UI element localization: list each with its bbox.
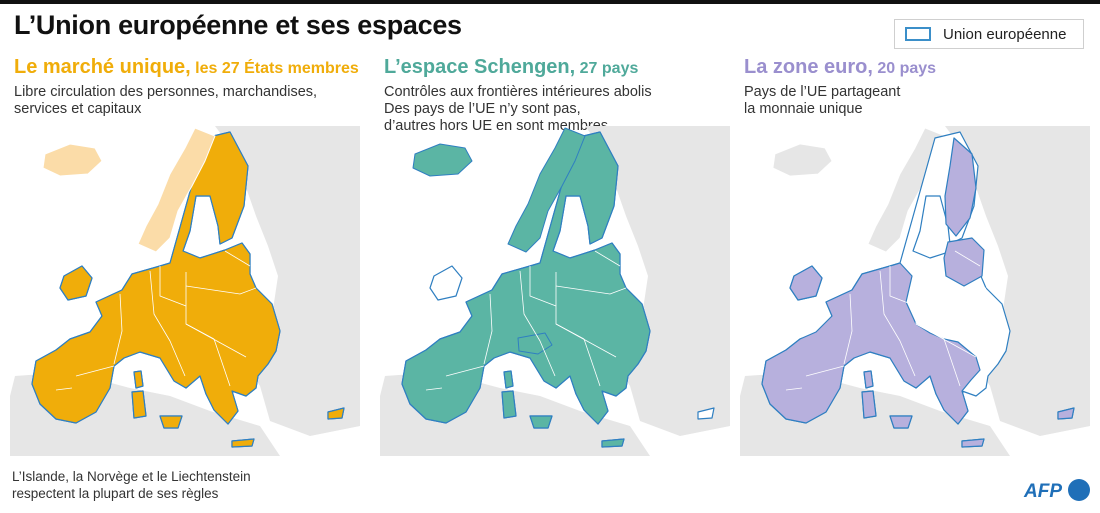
top-rule: [0, 0, 1100, 4]
map-area-baltics: [943, 237, 985, 287]
map-internal-border: [954, 250, 981, 267]
panel-title-sub: les 27 États membres: [195, 60, 359, 77]
map-area-crete: [231, 438, 255, 448]
panel-title: L’espace Schengen, 27 pays: [384, 56, 638, 79]
map-internal-border: [889, 266, 917, 307]
panel-title-sub: 20 pays: [877, 60, 937, 77]
map-associated-norway: [507, 127, 586, 253]
map-internal-border: [594, 250, 621, 267]
schengen-map: [380, 126, 730, 456]
panel-description-line: d’autres hors UE en sont membres: [384, 118, 609, 134]
map-area-crete: [601, 438, 625, 448]
panel-description: Libre circulation des personnes, marchan…: [14, 84, 354, 118]
map-background-land: [740, 126, 1090, 456]
map-internal-border: [55, 387, 73, 391]
map-internal-border: [159, 266, 187, 307]
afp-logo: AFP: [1024, 479, 1092, 505]
map-internal-border: [483, 293, 493, 365]
map-area-sicily: [529, 415, 553, 429]
afp-logo-text: AFP: [1024, 481, 1062, 502]
map-associated-iceland: [42, 143, 103, 177]
footnote: L’Islande, la Norvège et le Liechtenstei…: [12, 468, 251, 502]
panel-title-main: L’espace Schengen,: [384, 56, 576, 78]
map-internal-border: [943, 338, 961, 387]
panel-description-line: services et capitaux: [14, 101, 142, 117]
panel-title-main: La zone euro,: [744, 56, 873, 78]
map-area-crete: [961, 438, 985, 448]
panel-description-line: Libre circulation des personnes, marchan…: [14, 84, 318, 100]
page-title: L’Union européenne et ses espaces: [14, 10, 462, 40]
map-internal-border: [915, 285, 987, 295]
legend-label: Union européenne: [943, 26, 1067, 43]
map-internal-border: [583, 338, 601, 387]
map-internal-border: [805, 365, 845, 377]
map-internal-border: [785, 387, 803, 391]
afp-logo-dot: [1068, 479, 1090, 501]
map-area-corsica: [863, 370, 874, 389]
map-associated-iceland: [412, 143, 473, 177]
legend: Union européenne: [894, 19, 1084, 49]
panel-description: Contrôles aux frontières intérieures abo…: [384, 84, 724, 135]
footnote-line: respectent la plupart de ses règles: [12, 486, 219, 501]
panel-description-line: la monnaie unique: [744, 101, 863, 117]
panel-description-line: Pays de l’UE partageant: [744, 84, 901, 100]
panel-title-main: Le marché unique,: [14, 56, 191, 78]
map-background-land: [380, 126, 730, 456]
map-internal-border: [843, 293, 853, 365]
map-internal-border: [519, 270, 556, 377]
panel-title: La zone euro, 20 pays: [744, 56, 936, 79]
panel-description-line: Des pays de l’UE n’y sont pas,: [384, 101, 581, 117]
map-internal-border: [915, 323, 977, 358]
map-area-cyprus: [1057, 407, 1075, 420]
footnote-line: L’Islande, la Norvège et le Liechtenstei…: [12, 469, 251, 484]
panel-single-market: Le marché unique, les 27 États membres L…: [10, 56, 360, 456]
map-internal-border: [75, 365, 115, 377]
map-eu-outline-cyprus: [697, 407, 715, 420]
map-area-corsica: [503, 370, 514, 389]
map-area-ireland: [59, 265, 93, 301]
map-area-finland: [944, 137, 977, 237]
map-area-sardinia: [861, 390, 877, 419]
map-area-corsica: [133, 370, 144, 389]
map-internal-border: [425, 387, 443, 391]
map-internal-border: [445, 365, 485, 377]
map-internal-border: [224, 250, 251, 267]
map-area-euro_core: [761, 262, 981, 425]
map-area-sardinia: [501, 390, 517, 419]
legend-eu-swatch: [905, 27, 931, 41]
map-eu-outline-ireland: [429, 265, 463, 301]
map-associated-norway: [137, 127, 216, 253]
map-internal-border: [555, 285, 627, 295]
panel-eurozone: La zone euro, 20 pays Pays de l’UE parta…: [740, 56, 1090, 456]
map-internal-border: [185, 285, 257, 295]
panel-title: Le marché unique, les 27 États membres: [14, 56, 359, 79]
map-land-iceland: [772, 143, 833, 177]
map-internal-border: [113, 293, 123, 365]
map-area-sardinia: [131, 390, 147, 419]
panel-schengen: L’espace Schengen, 27 pays Contrôles aux…: [380, 56, 730, 456]
map-internal-border: [149, 270, 186, 377]
eurozone-map: [740, 126, 1090, 456]
panel-description-line: Contrôles aux frontières intérieures abo…: [384, 84, 652, 100]
panel-description: Pays de l’UE partageant la monnaie uniqu…: [744, 84, 1084, 118]
map-background-land: [10, 126, 360, 456]
map-internal-border: [529, 266, 557, 307]
map-area-sicily: [889, 415, 913, 429]
panel-title-sub: 27 pays: [579, 60, 639, 77]
map-area-sicily: [159, 415, 183, 429]
map-area-ireland: [789, 265, 823, 301]
map-internal-border: [879, 270, 916, 377]
map-internal-border: [185, 323, 247, 358]
map-area-cyprus: [327, 407, 345, 420]
map-internal-border: [213, 338, 231, 387]
map-internal-border: [555, 323, 617, 358]
single-market-map: [10, 126, 360, 456]
